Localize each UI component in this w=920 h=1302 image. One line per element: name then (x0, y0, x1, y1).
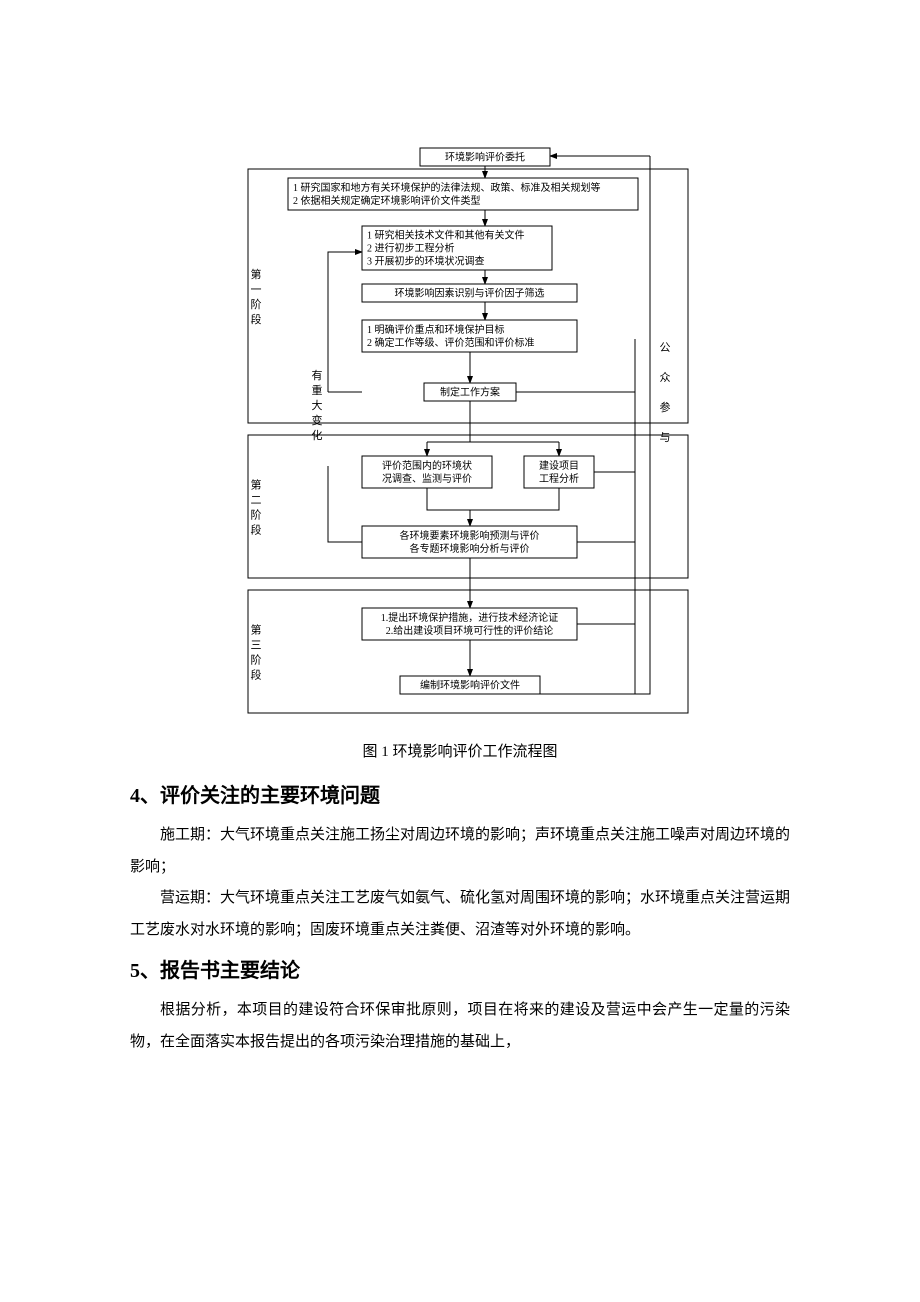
heading-5: 5、报告书主要结论 (130, 954, 790, 983)
svg-text:1 研究相关技术文件和其他有关文件: 1 研究相关技术文件和其他有关文件 (367, 229, 525, 242)
svg-text:重: 重 (312, 383, 323, 397)
svg-text:段: 段 (251, 312, 262, 326)
svg-text:环境影响评价委托: 环境影响评价委托 (445, 151, 525, 164)
svg-text:1.提出环境保护措施，进行技术经济论证: 1.提出环境保护措施，进行技术经济论证 (381, 611, 559, 624)
svg-text:有: 有 (312, 368, 323, 382)
svg-text:环境影响因素识别与评价因子筛选: 环境影响因素识别与评价因子筛选 (395, 287, 545, 300)
svg-text:编制环境影响评价文件: 编制环境影响评价文件 (420, 679, 520, 692)
svg-text:3 开展初步的环境状况调查: 3 开展初步的环境状况调查 (367, 255, 485, 268)
figure-caption: 图 1 环境影响评价工作流程图 (130, 740, 790, 761)
svg-text:制定工作方案: 制定工作方案 (440, 386, 500, 399)
svg-text:2 依据相关规定确定环境影响评价文件类型: 2 依据相关规定确定环境影响评价文件类型 (293, 194, 481, 207)
svg-text:2 确定工作等级、评价范围和评价标准: 2 确定工作等级、评价范围和评价标准 (367, 336, 535, 349)
svg-text:段: 段 (251, 668, 262, 682)
svg-text:变: 变 (312, 413, 323, 427)
svg-text:第: 第 (251, 267, 262, 281)
svg-text:与: 与 (660, 431, 671, 444)
svg-text:第: 第 (251, 623, 262, 637)
svg-text:各专题环境影响分析与评价: 各专题环境影响分析与评价 (410, 542, 530, 555)
flowchart: 环境影响评价委托 1 研究国家和地方有关环境保护的法律法规、政策、标准及相关规划等… (220, 140, 700, 730)
svg-text:建设项目: 建设项目 (539, 459, 579, 472)
svg-text:阶: 阶 (251, 508, 262, 522)
flowchart-svg: 环境影响评价委托 1 研究国家和地方有关环境保护的法律法规、政策、标准及相关规划等… (220, 140, 700, 730)
svg-text:化: 化 (312, 428, 323, 442)
svg-text:各环境要素环境影响预测与评价: 各环境要素环境影响预测与评价 (400, 529, 540, 542)
para-4-2: 营运期：大气环境重点关注工艺废气如氨气、硫化氢对周围环境的影响；水环境重点关注营… (130, 883, 790, 946)
svg-text:1 研究国家和地方有关环境保护的法律法规、政策、标准及相关规: 1 研究国家和地方有关环境保护的法律法规、政策、标准及相关规划等 (293, 181, 601, 194)
svg-text:公: 公 (660, 342, 671, 354)
svg-text:段: 段 (251, 523, 262, 537)
svg-text:阶: 阶 (251, 653, 262, 667)
svg-text:三: 三 (251, 640, 262, 652)
svg-text:参: 参 (660, 400, 671, 414)
svg-text:工程分析: 工程分析 (539, 472, 579, 485)
svg-text:1 明确评价重点和环境保护目标: 1 明确评价重点和环境保护目标 (367, 323, 505, 336)
svg-text:众: 众 (660, 371, 671, 384)
svg-text:评价范围内的环境状: 评价范围内的环境状 (382, 459, 472, 472)
svg-text:2.给出建设项目环境可行性的评价结论: 2.给出建设项目环境可行性的评价结论 (386, 624, 554, 637)
para-5-1: 根据分析，本项目的建设符合环保审批原则，项目在将来的建设及营运中会产生一定量的污… (130, 995, 790, 1058)
svg-text:阶: 阶 (251, 297, 262, 311)
svg-text:大: 大 (312, 398, 323, 412)
heading-4: 4、评价关注的主要环境问题 (130, 779, 790, 808)
svg-text:一: 一 (251, 284, 262, 296)
para-4-1: 施工期：大气环境重点关注施工扬尘对周边环境的影响；声环境重点关注施工噪声对周边环… (130, 820, 790, 883)
svg-text:况调查、监测与评价: 况调查、监测与评价 (382, 472, 472, 485)
svg-text:第: 第 (251, 478, 262, 492)
svg-text:2 进行初步工程分析: 2 进行初步工程分析 (367, 242, 455, 255)
svg-text:二: 二 (251, 495, 262, 507)
